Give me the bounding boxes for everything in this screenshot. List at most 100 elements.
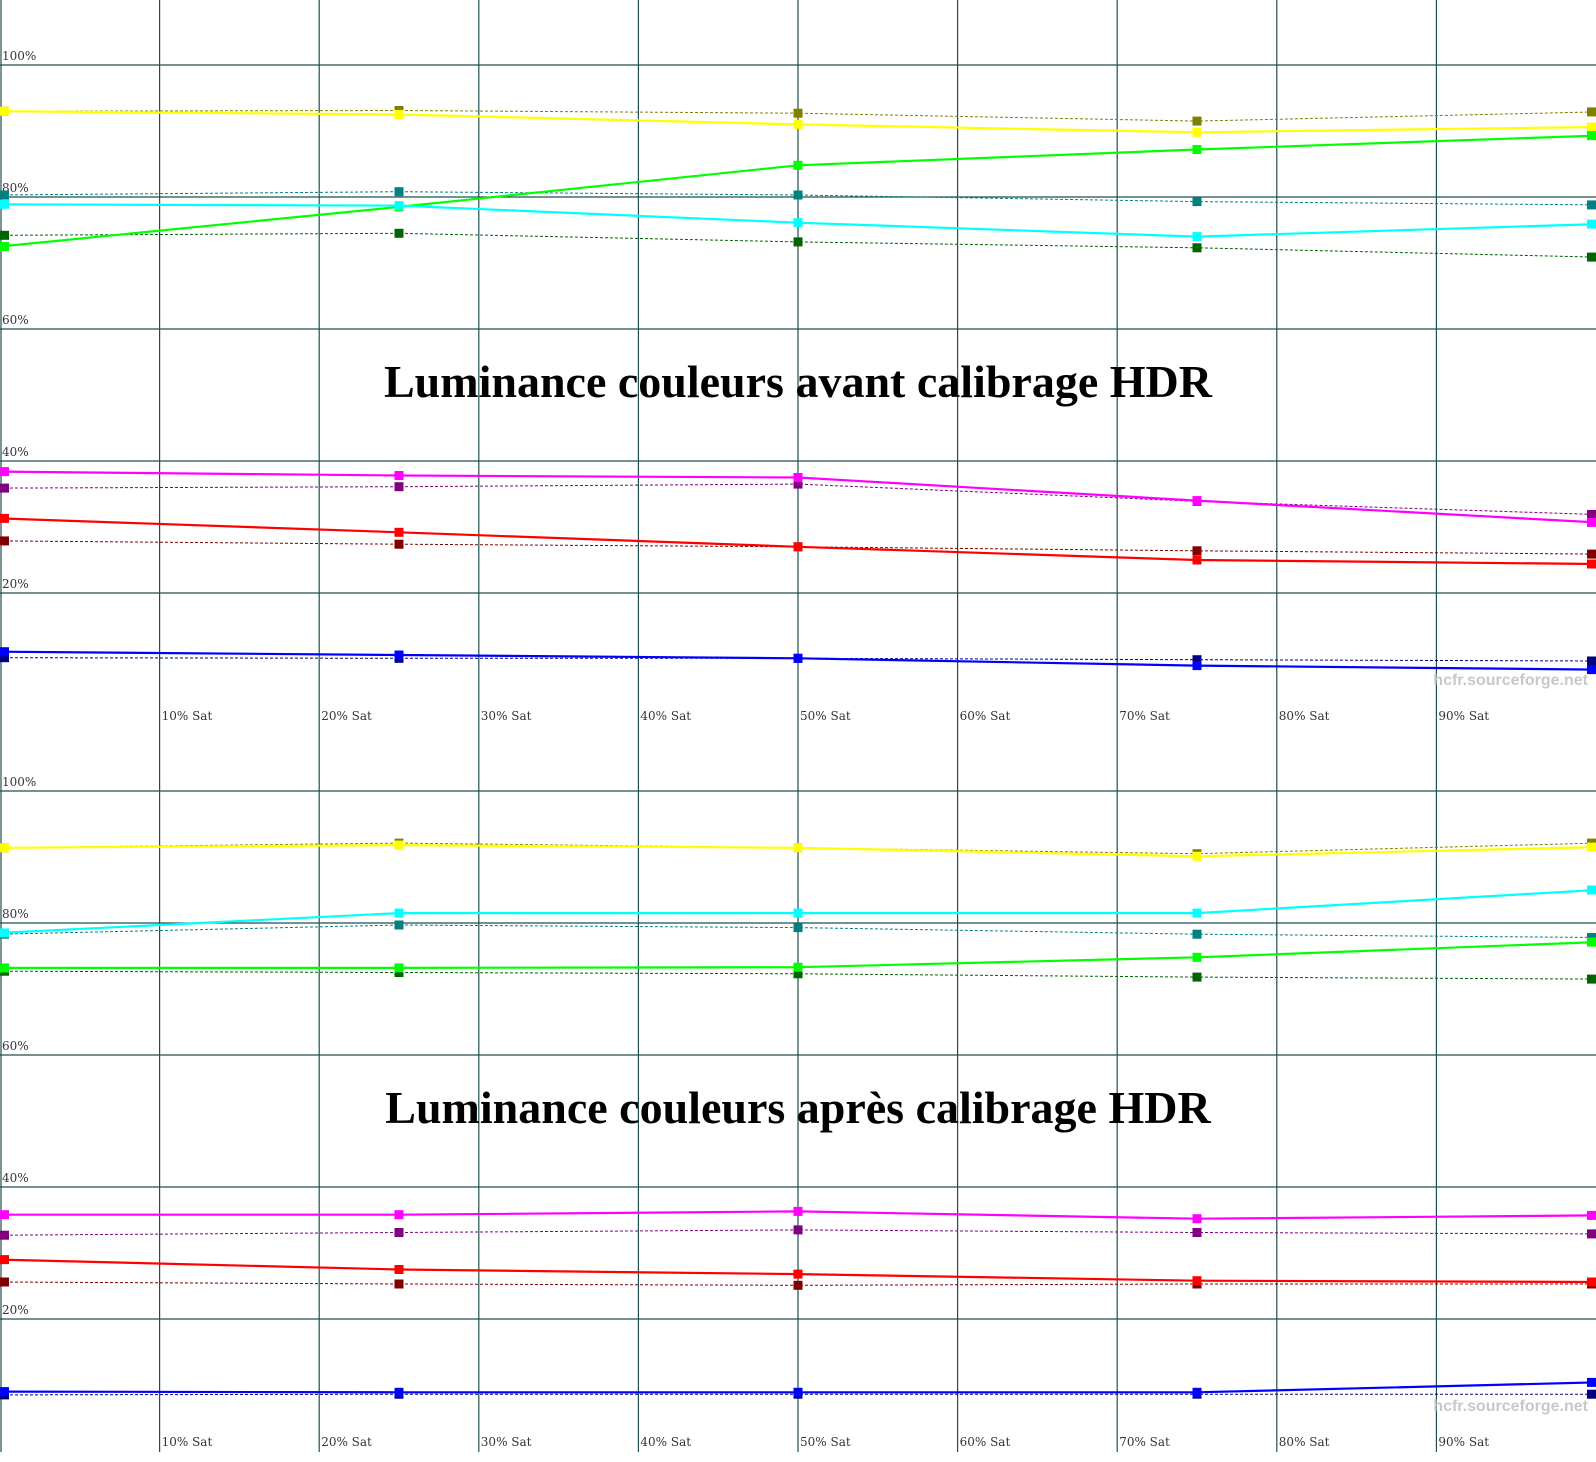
series-line-reference xyxy=(0,970,1596,980)
series-line-reference xyxy=(0,657,1596,662)
series-line-reference xyxy=(0,1229,1596,1236)
data-point xyxy=(0,513,9,523)
data-point xyxy=(394,963,404,973)
y-tick-label: 40% xyxy=(2,445,29,459)
data-point xyxy=(793,969,803,979)
data-point xyxy=(793,923,803,933)
data-point xyxy=(1587,122,1596,132)
data-point xyxy=(394,968,404,977)
data-point xyxy=(1587,131,1596,141)
data-point xyxy=(793,119,803,129)
data-point xyxy=(394,1387,404,1397)
data-point xyxy=(1192,127,1202,137)
data-point xyxy=(394,650,404,660)
data-point xyxy=(0,963,9,973)
data-point xyxy=(793,908,803,918)
watermark: hcfr.sourceforge.net xyxy=(1433,672,1588,689)
data-point xyxy=(394,187,404,197)
data-point xyxy=(394,1210,404,1220)
data-point xyxy=(0,1210,9,1220)
data-point xyxy=(1192,1228,1202,1237)
data-point xyxy=(793,1269,803,1279)
data-point xyxy=(793,1280,803,1290)
x-tick-label: 90% Sat xyxy=(1438,709,1489,723)
x-tick-label: 80% Sat xyxy=(1279,709,1330,723)
data-point xyxy=(0,190,9,200)
x-tick-label: 40% Sat xyxy=(640,709,691,723)
data-point xyxy=(0,199,9,209)
data-point xyxy=(793,1225,803,1235)
series-line-reference xyxy=(0,483,1596,515)
data-point xyxy=(793,190,803,200)
data-point xyxy=(1587,1377,1596,1387)
data-point xyxy=(1587,665,1596,675)
data-point xyxy=(1192,232,1202,242)
data-point xyxy=(1192,972,1202,982)
y-tick-label: 80% xyxy=(2,907,29,921)
data-point xyxy=(1587,517,1596,527)
y-tick-label: 100% xyxy=(2,49,36,63)
x-tick-label: 30% Sat xyxy=(481,1435,532,1449)
data-point xyxy=(394,110,404,119)
y-tick-label: 40% xyxy=(2,1171,29,1185)
x-tick-label: 90% Sat xyxy=(1438,1435,1489,1449)
data-point xyxy=(1192,555,1202,565)
data-point xyxy=(0,1387,9,1397)
data-point xyxy=(394,840,404,850)
data-point xyxy=(1192,851,1202,861)
x-tick-label: 60% Sat xyxy=(960,1435,1011,1449)
data-point xyxy=(394,539,404,549)
data-point xyxy=(0,647,9,657)
data-point xyxy=(1192,197,1202,207)
data-point xyxy=(0,483,9,493)
data-point xyxy=(394,201,404,211)
data-point xyxy=(394,1279,404,1289)
x-tick-label: 80% Sat xyxy=(1279,1435,1330,1449)
series-line-reference xyxy=(0,1281,1596,1286)
x-tick-label: 70% Sat xyxy=(1119,709,1170,723)
data-point xyxy=(1587,1210,1596,1220)
x-tick-label: 20% Sat xyxy=(321,1435,372,1449)
chart-title: Luminance couleurs après calibrage HDR xyxy=(385,1082,1211,1133)
data-point xyxy=(1192,952,1202,962)
data-point xyxy=(793,1387,803,1397)
data-point xyxy=(1587,549,1596,559)
data-point xyxy=(1587,842,1596,852)
data-point xyxy=(0,653,9,663)
data-point xyxy=(1192,1214,1202,1224)
series-line-reference xyxy=(0,540,1596,555)
data-point xyxy=(1587,510,1596,519)
x-tick-label: 70% Sat xyxy=(1119,1435,1170,1449)
series-line-reference xyxy=(0,109,1596,122)
data-point xyxy=(1192,116,1202,126)
data-point xyxy=(394,1228,404,1237)
series-line-reference xyxy=(0,924,1596,938)
x-tick-label: 50% Sat xyxy=(800,1435,851,1449)
data-point xyxy=(793,160,803,170)
chart-title: Luminance couleurs avant calibrage HDR xyxy=(384,356,1213,407)
data-point xyxy=(0,928,9,938)
series-line-reference xyxy=(0,1393,1596,1396)
data-point xyxy=(1192,1276,1202,1286)
data-point xyxy=(793,653,803,663)
data-point xyxy=(1587,559,1596,569)
series-line-reference xyxy=(0,191,1596,206)
data-point xyxy=(394,1265,404,1274)
data-point xyxy=(394,471,404,480)
data-point xyxy=(394,228,404,238)
data-point xyxy=(1192,661,1202,671)
x-tick-label: 10% Sat xyxy=(162,709,213,723)
x-tick-label: 40% Sat xyxy=(640,1435,691,1449)
data-point xyxy=(394,482,404,492)
y-tick-label: 20% xyxy=(2,1303,29,1317)
data-point xyxy=(0,1255,9,1265)
data-point xyxy=(0,467,9,477)
data-point xyxy=(1192,1387,1202,1397)
chart-panel-before: 20%40%60%80%100%10% Sat 20% Sat 30% Sat 40%… xyxy=(0,0,1596,726)
data-point xyxy=(793,962,803,972)
data-point xyxy=(1587,200,1596,210)
data-point xyxy=(0,1277,9,1287)
data-point xyxy=(0,1230,9,1240)
data-point xyxy=(793,542,803,552)
